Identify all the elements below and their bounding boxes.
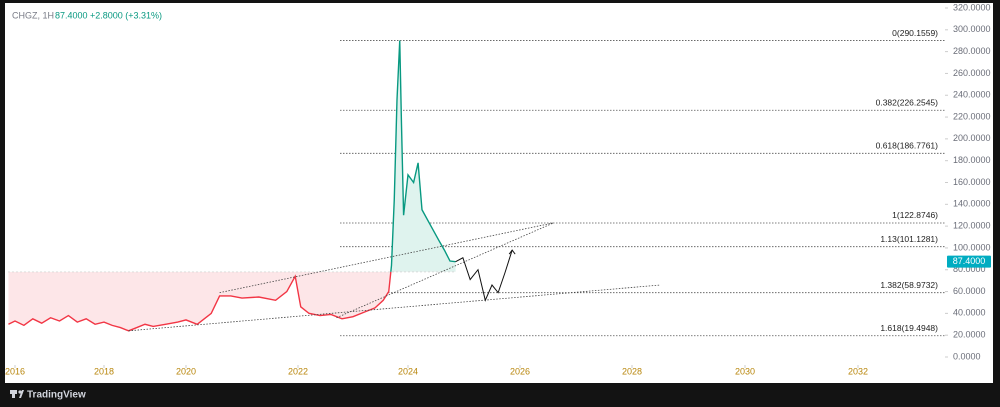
change: +2.8000 (+3.31%) [90,10,162,20]
trendline [128,284,661,332]
fib-label: 0(290.1559) [892,28,938,38]
projection [455,249,513,302]
y-tick-label: 80.0000 [953,264,986,274]
x-tick-label: 2028 [622,366,642,376]
area-up [8,40,456,272]
y-tick-label: 60.0000 [953,286,986,296]
area-down [8,271,391,331]
x-tick-label: 2018 [94,366,114,376]
fib-label: 1.618(19.4948) [880,323,938,333]
last-value: 87.4000 [55,10,88,20]
fib-label: 0.382(226.2545) [876,97,939,107]
y-tick-label: 180.0000 [953,155,991,165]
y-tick-label: 200.0000 [953,133,991,143]
price-line-down [8,271,392,332]
y-tick-label: 40.0000 [953,308,986,318]
y-tick-label: 100.0000 [953,242,991,252]
y-tick-label: 320.0000 [953,2,991,12]
last-price-label: 87.4000 [953,256,986,266]
logo[interactable]: TradingView [10,390,86,401]
brand: TradingView [27,390,86,401]
price-line-up [390,40,456,272]
arrow-head [508,249,516,255]
x-tick-label: 2024 [398,366,418,376]
x-tick-label: 2026 [510,366,530,376]
x-tick-label: 2020 [176,366,196,376]
trendline [336,222,554,319]
y-tick-label: 160.0000 [953,177,991,187]
axes: 0.0000 20.0000 40.0000 60.0000 80.0000 100.00… [5,2,991,376]
fib-label: 1.382(58.9732) [880,280,938,290]
y-tick-label: 140.0000 [953,199,991,209]
y-tick-label: 300.0000 [953,24,991,34]
y-tick-label: 280.0000 [953,46,991,56]
x-tick-label: 2030 [735,366,755,376]
fib-label: 1(122.8746) [892,210,938,220]
fib-label: 0.618(186.7761) [876,141,939,151]
last-price-box [947,255,991,268]
fib-label: 1.13(101.1281) [880,234,938,244]
symbol: CHGZ, 1H [12,10,54,20]
y-tick-label: 20.0000 [953,330,986,340]
y-tick-label: 260.0000 [953,68,991,78]
x-tick-label: 2022 [288,366,308,376]
plot-area: 0(290.1559) 0.382(226.2545) 0.618(186.7761… [8,28,945,337]
y-tick-label: 120.0000 [953,220,991,230]
y-tick-label: 0.0000 [953,351,981,361]
y-tick-label: 240.0000 [953,90,991,100]
y-tick-label: 220.0000 [953,111,991,121]
x-tick-label: 2016 [5,366,25,376]
x-tick-label: 2032 [848,366,868,376]
